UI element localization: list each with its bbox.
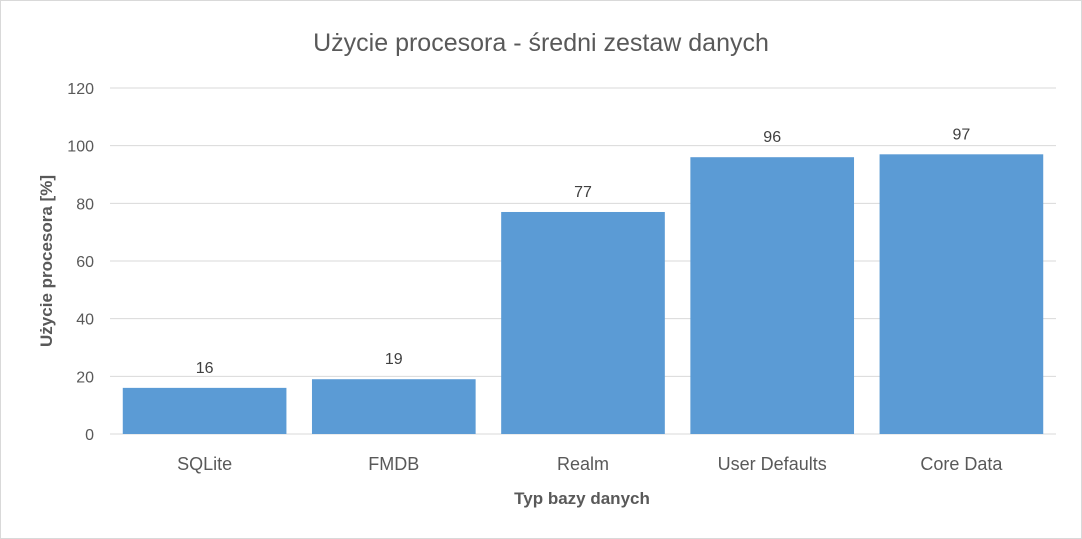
x-category-label: FMDB [368,454,419,474]
x-category-label: Core Data [920,454,1003,474]
y-tick-label: 20 [76,369,94,386]
x-category-label: Realm [557,454,609,474]
y-tick-label: 60 [76,254,94,271]
y-axis-tick-labels: 0 20 40 60 80 100 120 [67,81,94,444]
y-tick-label: 0 [85,427,94,444]
bar-realm [501,211,665,434]
bars [122,154,1044,435]
y-tick-label: 80 [76,196,94,213]
x-category-label: SQLite [177,454,232,474]
y-tick-label: 100 [67,139,94,156]
bar-core-data [879,154,1044,435]
data-labels: 16 19 77 96 97 [196,126,971,377]
data-label: 77 [574,184,592,201]
x-category-label: User Defaults [718,454,827,474]
data-label: 97 [953,126,971,143]
y-axis-title: Użycie procesora [%] [37,175,56,347]
x-axis-category-labels: SQLite FMDB Realm User Defaults Core Data [177,454,1003,474]
bar-sqlite [122,387,287,434]
bar-fmdb [311,379,476,434]
data-label: 19 [385,351,403,368]
bar-user-defaults [690,157,855,434]
y-tick-label: 120 [67,81,94,98]
data-label: 16 [196,360,214,377]
data-label: 96 [763,129,781,146]
y-tick-label: 40 [76,312,94,329]
x-axis-title: Typ bazy danych [514,489,650,508]
chart-title: Użycie procesora - średni zestaw danych [313,29,769,57]
